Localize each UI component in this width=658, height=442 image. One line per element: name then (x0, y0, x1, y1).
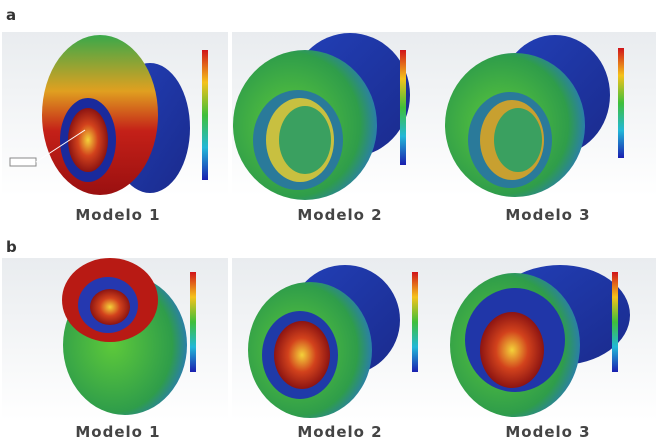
panel-row-b: b Modelo 1 Modelo 2 Modelo 3 (2, 238, 656, 441)
colorbar (400, 50, 406, 165)
colorbar (612, 272, 618, 372)
row-label: a (6, 6, 16, 24)
shape (480, 312, 544, 388)
shape (274, 321, 330, 389)
shape (68, 108, 108, 172)
colorbar (412, 272, 418, 372)
caption: Modelo 1 (75, 423, 160, 441)
shape (90, 289, 130, 325)
probe-box (9, 157, 37, 167)
leader (35, 129, 86, 163)
shape (494, 108, 542, 172)
caption: Modelo 1 (75, 206, 160, 224)
caption: Modelo 3 (505, 206, 590, 224)
caption: Modelo 2 (297, 206, 382, 224)
colorbar (190, 272, 196, 372)
panel-row-a: a Modelo 1 Modelo 2 Modelo 3 (2, 6, 656, 224)
caption: Modelo 2 (297, 423, 382, 441)
row-label: b (6, 238, 17, 256)
caption: Modelo 3 (505, 423, 590, 441)
colorbar (618, 48, 624, 158)
colorbar (202, 50, 208, 180)
shape (279, 106, 331, 174)
